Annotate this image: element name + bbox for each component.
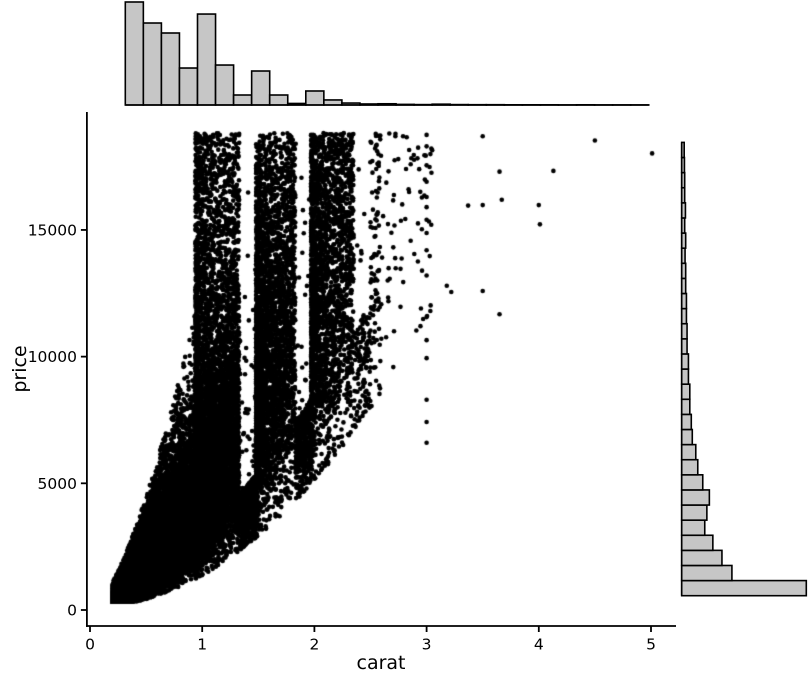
top-hist-bar	[124, 1, 145, 106]
right-hist-bar	[680, 398, 691, 416]
right-hist-bar	[680, 322, 688, 340]
y-tick-label: 0	[67, 602, 77, 620]
right-hist-bar	[680, 368, 690, 385]
top-hist-bar	[268, 94, 289, 106]
right-hist-bar	[680, 519, 706, 537]
top-hist-bar	[214, 64, 235, 106]
y-axis: 0 5000 10000 15000	[28, 112, 88, 627]
right-hist-bar	[680, 443, 697, 461]
right-hist-bar	[680, 353, 690, 370]
x-tick-label: 1	[197, 636, 207, 654]
right-hist-bar	[680, 534, 714, 552]
right-hist-bar	[680, 489, 711, 506]
y-tick-label: 10000	[28, 348, 77, 366]
y-tick-label: 5000	[38, 475, 77, 493]
right-hist-bar	[680, 338, 688, 355]
x-tick-label: 0	[85, 636, 95, 654]
top-hist-bar	[142, 22, 163, 106]
top-histogram	[124, 1, 650, 106]
top-hist-bar	[160, 32, 181, 106]
x-axis-title: carat	[357, 652, 406, 674]
right-hist-bar	[680, 549, 723, 567]
right-hist-bar	[680, 383, 691, 401]
top-hist-bar	[178, 67, 199, 106]
top-hist-bar	[232, 94, 253, 106]
right-hist-bar	[680, 474, 704, 491]
x-tick-label: 4	[534, 636, 544, 654]
right-hist-bar	[680, 413, 693, 431]
right-hist-bar	[680, 504, 708, 521]
y-tick-label: 15000	[28, 221, 77, 239]
x-tick-label: 5	[646, 636, 656, 654]
y-axis-title: price	[9, 345, 31, 392]
top-hist-bar	[304, 90, 325, 106]
right-hist-bar	[680, 428, 694, 446]
x-tick-label: 3	[422, 636, 432, 654]
right-hist-bar	[680, 564, 733, 582]
x-tick-label: 2	[309, 636, 319, 654]
top-hist-bar	[196, 13, 217, 106]
right-hist-bar	[680, 579, 808, 597]
top-hist-bar	[250, 70, 271, 106]
x-axis: 0 1 2 3 4 5	[85, 625, 676, 654]
right-histogram	[680, 141, 808, 597]
right-hist-bar	[680, 458, 699, 476]
